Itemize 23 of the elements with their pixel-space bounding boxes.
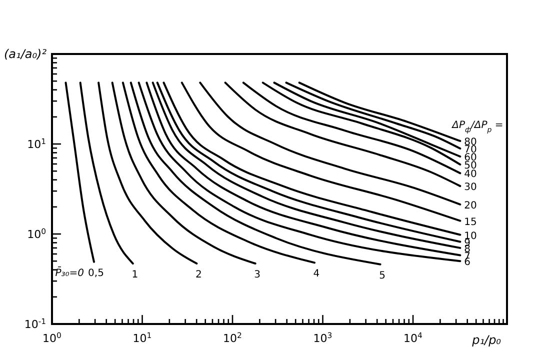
- y-tick-label: 10$^{0}$: [27, 226, 46, 241]
- series-label: 15: [464, 216, 477, 228]
- series-label: 1: [132, 270, 138, 281]
- x-tick-label: 10$^{0}$: [42, 330, 62, 345]
- x-tick-label: 10$^{3}$: [313, 330, 332, 345]
- series-label: 30: [464, 182, 477, 194]
- x-tick-label: 10$^{2}$: [223, 330, 242, 345]
- series-label: 0,5: [88, 268, 104, 279]
- y-axis-title: (a₁/a₀)²: [4, 47, 47, 61]
- annotation: ΔP$_{ф}$/ΔP$_{р}$ =: [451, 120, 504, 134]
- annotation: P̄₃₀=0: [55, 266, 84, 279]
- series-label: 2: [196, 270, 202, 281]
- series-label: 6: [464, 257, 471, 268]
- series-label: 5: [379, 270, 386, 282]
- series-label: 20: [464, 200, 477, 212]
- y-tick-label: 10$^{-1}$: [24, 316, 46, 331]
- series-label: 40: [464, 169, 477, 180]
- y-tick-label: 10$^{1}$: [27, 136, 46, 151]
- x-axis-title: p₁/p₀: [471, 333, 502, 347]
- x-tick-label: 10$^{4}$: [404, 330, 423, 345]
- series-label: 3: [254, 270, 261, 281]
- x-tick-label: 10$^{1}$: [132, 330, 152, 345]
- series-label: 4: [313, 268, 320, 280]
